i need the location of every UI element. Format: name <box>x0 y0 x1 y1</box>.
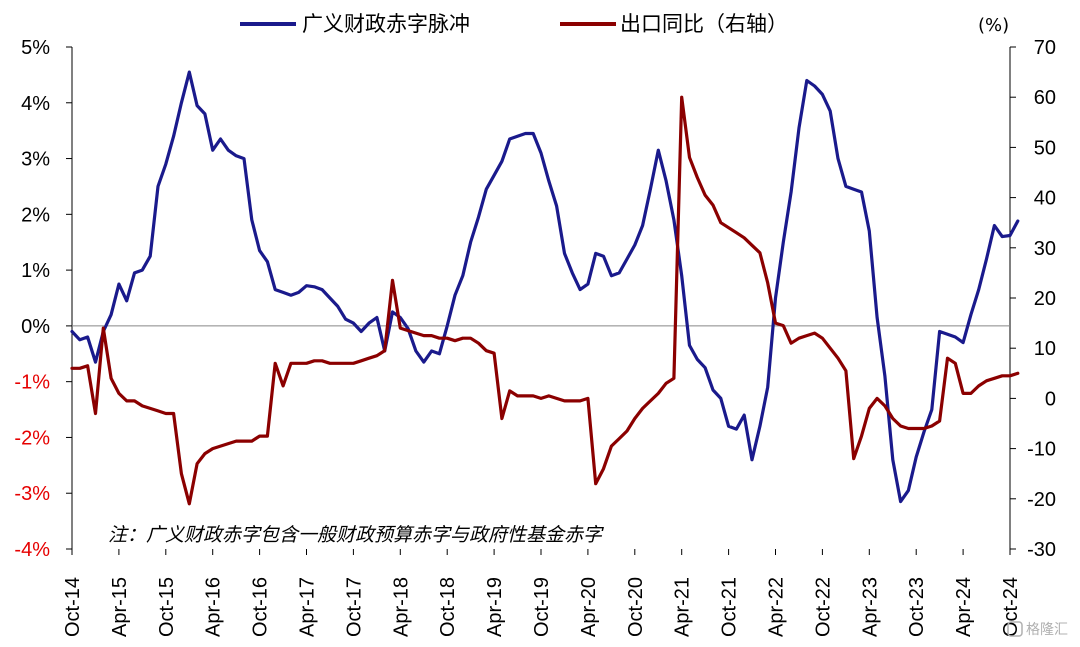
left-tick-label: -2% <box>14 427 50 449</box>
left-tick-label: -1% <box>14 372 50 394</box>
x-tick-label: Oct-17 <box>343 577 365 637</box>
right-tick-label: -10 <box>1027 439 1056 461</box>
left-tick-label: 0% <box>21 316 50 338</box>
x-tick-label: Apr-17 <box>297 577 319 637</box>
series-line-export-yoy <box>70 95 1020 506</box>
right-tick-label: 50 <box>1034 137 1056 159</box>
x-tick-label: Oct-19 <box>531 577 553 637</box>
x-tick-label: Oct-18 <box>437 577 459 637</box>
left-tick-label: 5% <box>21 37 50 59</box>
x-tick-label: Apr-22 <box>766 577 788 637</box>
x-tick-label: Oct-16 <box>250 577 272 637</box>
x-tick-label: Apr-16 <box>203 577 225 637</box>
right-tick-label: 20 <box>1034 288 1056 310</box>
right-tick-label: 40 <box>1034 188 1056 210</box>
left-tick-label: 4% <box>21 93 50 115</box>
right-tick-label: -20 <box>1027 489 1056 511</box>
x-tick-label: Apr-21 <box>672 577 694 637</box>
x-tick-label: Apr-24 <box>953 577 975 637</box>
right-tick-label: 30 <box>1034 238 1056 260</box>
x-tick-label: Oct-22 <box>812 577 834 637</box>
left-tick-label: -3% <box>14 483 50 505</box>
left-tick-label: 2% <box>21 204 50 226</box>
x-tick-label: Oct-15 <box>156 577 178 637</box>
x-tick-label: Oct-21 <box>719 577 741 637</box>
right-axis-unit: (%) <box>978 15 1009 36</box>
right-tick-label: 0 <box>1045 388 1056 410</box>
x-tick-label: Apr-20 <box>578 577 600 637</box>
x-tick-label: Oct-24 <box>1000 577 1022 637</box>
left-tick-label: -4% <box>14 539 50 561</box>
x-tick-label: Apr-15 <box>109 577 131 637</box>
left-tick-label: 3% <box>21 149 50 171</box>
axes: 5% 4% 3% 2% 1% 0% -1% -2% -3% -4% 70 60 50 40 30 20 10 0 -… <box>14 37 1056 637</box>
right-tick-label: 70 <box>1034 37 1056 59</box>
legend-label-fiscal: 广义财政赤字脉冲 <box>302 12 470 36</box>
svg-text:格隆汇: 格隆汇 <box>1026 622 1068 638</box>
x-tick-label: Oct-23 <box>906 577 928 637</box>
x-tick-label: Oct-20 <box>625 577 647 637</box>
legend: 广义财政赤字脉冲 出口同比（右轴） <box>240 12 788 36</box>
legend-label-export: 出口同比（右轴） <box>620 12 788 36</box>
x-tick-label: Oct-14 <box>62 577 84 637</box>
right-tick-label: 10 <box>1034 338 1056 360</box>
x-tick-label: Apr-23 <box>859 577 881 637</box>
x-tick-label: Apr-18 <box>390 577 412 637</box>
series-lines <box>70 70 1020 506</box>
watermark: 格隆汇 <box>1007 621 1068 638</box>
x-tick-label: Apr-19 <box>484 577 506 637</box>
right-tick-label: -30 <box>1027 539 1056 561</box>
left-tick-label: 1% <box>21 260 50 282</box>
chart-note: 注：广义财政赤字包含一般财政预算赤字与政府性基金赤字 <box>108 524 604 546</box>
right-tick-label: 60 <box>1034 87 1056 109</box>
series-line-fiscal-pulse <box>70 70 1020 504</box>
